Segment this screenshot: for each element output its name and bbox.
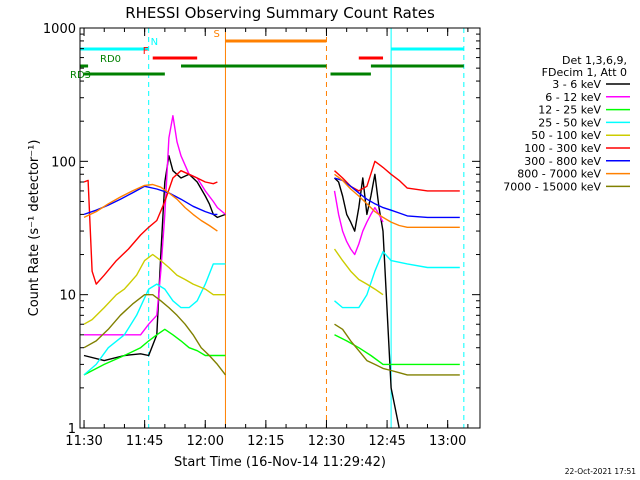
plot-border [79,27,481,429]
flag-label-rd0: RD0 [100,54,121,65]
series-line-0-seg-1 [334,173,400,429]
chart-title: RHESSI Observing Summary Count Rates [125,4,435,22]
legend-label-6: 300 - 800 keV [524,155,601,168]
y-tick-label-2: 100 [51,155,76,170]
legend-label-2: 12 - 25 keV [538,104,601,117]
x-tick-label-6: 13:00 [429,434,466,449]
series-line-1-seg-0 [84,114,226,336]
x-tick-label-3: 12:15 [247,434,284,449]
legend-label-0: 3 - 6 keV [552,78,601,91]
series-line-6-seg-1 [334,177,460,219]
legend-label-7: 800 - 7000 keV [517,168,601,181]
series-line-0-seg-0 [83,155,226,362]
y-tick-label-3: 1000 [43,22,76,37]
legend-label-5: 100 - 300 keV [524,142,601,155]
x-tick-label-5: 12:45 [368,434,405,449]
series-line-3-seg-1 [334,250,460,309]
series-line-2-seg-0 [83,328,226,376]
x-tick-label-1: 11:45 [126,434,163,449]
y-tick-label-1: 10 [59,289,76,304]
x-tick-label-4: 12:30 [308,434,345,449]
generation-timestamp: 22-Oct-2021 17:51 [565,467,636,476]
legend-label-8: 7000 - 15000 keV [503,180,601,193]
series-line-8-seg-0 [83,294,227,376]
status-flags: N S F RD0 RD3 [70,29,464,81]
flag-label-s: S [213,29,219,40]
series-line-5-seg-0 [83,169,218,285]
x-tick-label-2: 12:00 [187,434,224,449]
legend-label-4: 50 - 100 keV [531,129,601,142]
flag-label-f: F [143,46,149,57]
series-line-3-seg-0 [83,263,226,376]
series-line-6-seg-0 [83,185,218,216]
legend-label-1: 6 - 12 keV [545,91,601,104]
legend-header-1: FDecim 1, Att 0 [542,66,627,79]
series-line-7-seg-0 [83,183,218,232]
series-lines [83,114,460,429]
series-line-4-seg-0 [83,253,226,325]
legend-label-3: 25 - 50 keV [538,116,601,129]
plot-frame: 1 10 100 1000 11:30 11:45 12:00 12:15 12:30 12:45… [43,22,481,449]
legend-header-0: Det 1,3,6,9, [562,54,627,67]
series-line-8-seg-1 [334,323,460,376]
x-axis-title: Start Time (16-Nov-14 11:29:42) [174,455,386,470]
flag-label-n: N [151,37,158,48]
flag-label-rd3: RD3 [70,70,91,81]
series-line-1-seg-1 [333,190,384,256]
y-tick-label-0: 1 [68,422,76,437]
y-axis-title: Count Rate (s⁻¹ detector⁻¹) [27,140,42,317]
series-line-7-seg-1 [334,173,460,229]
x-tick-label-0: 11:30 [65,434,102,449]
series-line-4-seg-1 [333,248,384,296]
